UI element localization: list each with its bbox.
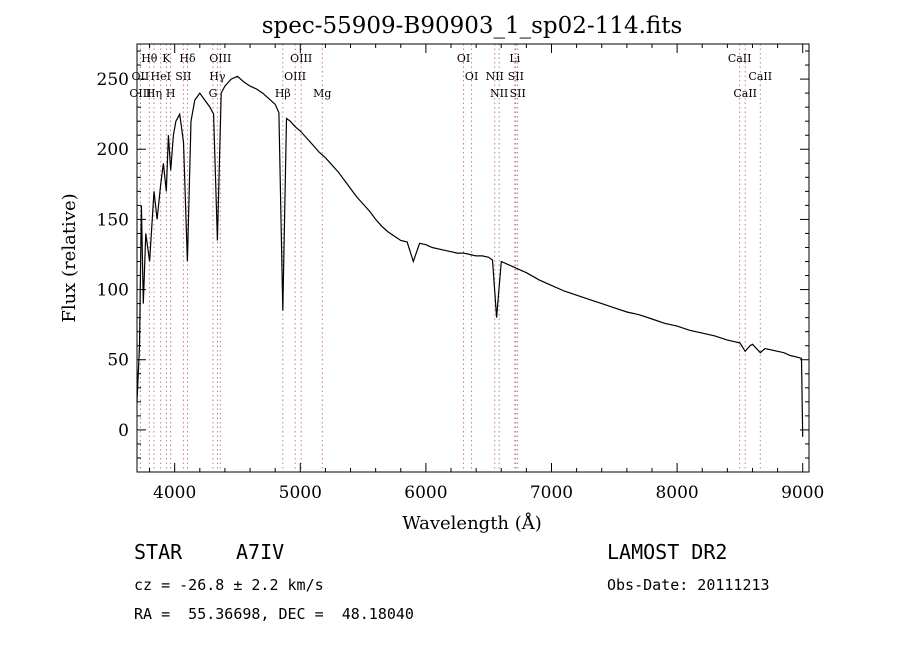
x-tick-label: 7000: [530, 483, 573, 503]
coordinates: RA = 55.36698, DEC = 48.18040: [134, 605, 414, 623]
line-label: Hγ: [209, 70, 226, 83]
chart-title: spec-55909-B90903_1_sp02-114.fits: [262, 13, 683, 39]
line-labels: Hθ K Hδ OIII OIII OI Li CaII OII HeI SII Hγ OIII OI NI…: [129, 52, 772, 100]
line-label: Hδ: [179, 52, 196, 65]
x-tick-label: 6000: [404, 483, 447, 503]
x-axis-label: Wavelength (Å): [402, 512, 542, 534]
survey-name: LAMOST DR2: [607, 540, 728, 564]
line-label: OIII: [290, 52, 312, 65]
x-tick-label: 5000: [279, 483, 322, 503]
spectrum-line: [136, 75, 804, 437]
line-label: CaII: [728, 52, 752, 65]
line-markers: [139, 44, 761, 472]
line-label: SII: [175, 70, 191, 83]
line-label: CaII: [748, 70, 772, 83]
y-tick-label: 200: [97, 140, 129, 160]
line-label: Hη: [146, 87, 162, 100]
line-label: G: [209, 87, 218, 100]
line-label: H: [166, 87, 176, 100]
line-label: NII: [490, 87, 508, 100]
line-label: Hβ: [275, 87, 291, 100]
line-label: HeI: [151, 70, 171, 83]
spectral-subclass: A7IV: [236, 540, 285, 564]
y-tick-label: 150: [97, 210, 129, 230]
observation-date: Obs-Date: 20111213: [607, 576, 770, 594]
line-label: CaII: [733, 87, 757, 100]
redshift-cz: cz = -26.8 ± 2.2 km/s: [134, 576, 324, 594]
y-tick-label: 100: [97, 281, 129, 301]
x-tick-label: 8000: [655, 483, 698, 503]
plot-frame: [136, 43, 810, 473]
line-label: Li: [509, 52, 520, 65]
y-axis-label: Flux (relative): [59, 193, 80, 322]
line-label: SII: [508, 70, 524, 83]
x-tick-label: 9000: [781, 483, 824, 503]
y-tick-label: 250: [97, 70, 129, 90]
line-label: OII: [132, 70, 150, 83]
x-tick-label: 4000: [153, 483, 196, 503]
y-tick-label: 0: [118, 421, 129, 441]
x-axis: 4000 5000 6000 7000 8000 9000: [149, 44, 824, 503]
line-label: OI: [465, 70, 478, 83]
line-label: NII: [486, 70, 504, 83]
line-label: OI: [457, 52, 470, 65]
y-tick-label: 50: [107, 351, 129, 371]
line-label: K: [162, 52, 171, 65]
line-label: Hθ: [141, 52, 158, 65]
y-axis: 0 50 100 150 200 250: [97, 50, 809, 459]
line-label: OIII: [284, 70, 306, 83]
line-label: Mg: [313, 87, 331, 100]
object-type: STAR: [134, 540, 183, 564]
line-label: SII: [510, 87, 526, 100]
line-label: OIII: [209, 52, 231, 65]
